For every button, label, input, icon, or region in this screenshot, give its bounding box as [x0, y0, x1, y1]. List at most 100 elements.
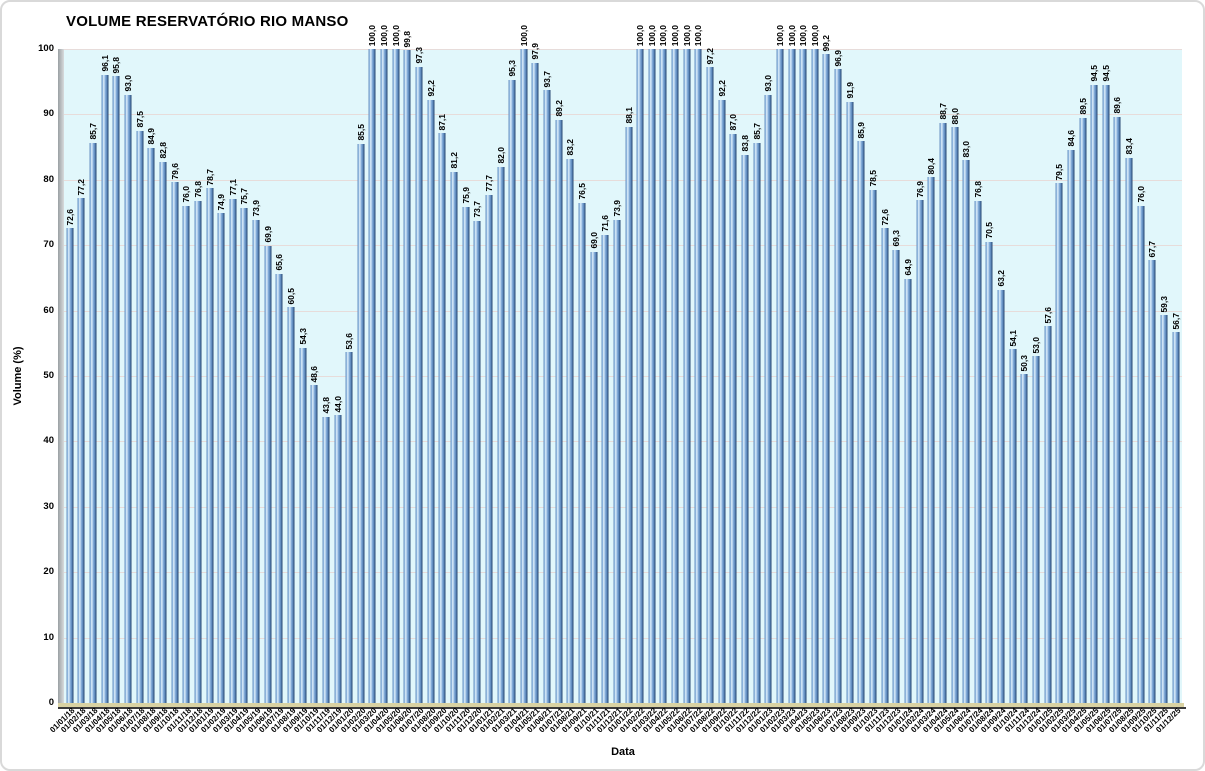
bar — [1125, 157, 1133, 703]
bar-value-label: 82,0 — [495, 147, 506, 164]
bar-value-label: 48,6 — [309, 365, 320, 383]
bar — [659, 49, 667, 703]
bar-value-label: 100,0 — [693, 24, 704, 46]
bar-slot: 75,9 01/11/20 — [444, 49, 472, 734]
chart-title: VOLUME RESERVATÓRIO RIO MANSO — [66, 13, 349, 30]
bar-value-label: 69,3 — [891, 230, 902, 247]
bar-slot: 82,8 01/09/18 — [141, 49, 169, 734]
bar-value-label: 100,0 — [646, 24, 657, 46]
bar-slot: 64,9 01/01/24 — [886, 49, 914, 734]
bar-slot: 70,5 01/08/24 — [967, 49, 995, 734]
bar-value-label: 79,5 — [1054, 163, 1065, 181]
bar — [741, 154, 749, 703]
bar-value-label: 96,1 — [99, 54, 110, 72]
bar-slot: 75,7 01/04/19 — [222, 49, 250, 734]
bar-value-label: 93,0 — [123, 75, 134, 92]
bar-slot: 73,9 01/12/21 — [595, 49, 623, 734]
y-tick-label: 40 — [43, 435, 54, 447]
bar-slot: 79,6 01/10/18 — [153, 49, 181, 735]
bar — [543, 90, 551, 703]
bar-slot: 100,0 01/02/23 — [758, 25, 786, 735]
bar-value-label: 100,0 — [635, 24, 646, 46]
bar-value-label: 82,8 — [157, 141, 168, 159]
bar-slot: 53,0 01/12/24 — [1014, 49, 1042, 735]
bar-slot: 96,1 01/04/18 — [83, 49, 111, 734]
y-tick-label: 90 — [43, 108, 54, 120]
bar-value-label: 100,0 — [379, 24, 390, 46]
bar-slot: 95,8 01/05/18 — [94, 49, 122, 734]
bar-slot: 100,0 01/02/22 — [618, 25, 646, 735]
bar-value-label: 63,2 — [996, 270, 1007, 287]
bar — [520, 49, 528, 703]
bar-value-label: 73,9 — [611, 200, 622, 217]
bar — [799, 49, 807, 703]
bar — [357, 143, 365, 703]
bar — [77, 198, 85, 703]
bar-slot: 63,2 01/09/24 — [979, 49, 1007, 734]
gridline — [64, 637, 1182, 639]
bar-value-label: 100,0 — [681, 24, 692, 46]
bar-slot: 54,1 01/10/24 — [991, 49, 1019, 735]
bar-value-label: 65,6 — [274, 254, 285, 271]
bar-slot: 80,4 01/03/24 — [909, 49, 937, 735]
bar — [1137, 205, 1145, 703]
bar — [1020, 374, 1028, 703]
bar-value-label: 89,2 — [553, 100, 564, 117]
bar — [892, 249, 900, 703]
bar-slot: 76,9 01/02/24 — [898, 49, 926, 735]
bar-slot: 65,6 01/07/19 — [257, 49, 285, 734]
bar-slot: 95,3 01/03/21 — [490, 49, 518, 734]
bar — [916, 200, 924, 703]
bar-value-label: 97,9 — [530, 43, 541, 60]
gridline — [64, 441, 1182, 443]
bar — [508, 79, 516, 703]
bar-value-label: 69,0 — [588, 232, 599, 249]
bar-slot: 56,7 01/12/25 — [1154, 49, 1182, 735]
bar-value-label: 92,2 — [716, 80, 727, 98]
bar-slot: 89,6 01/07/25 — [1095, 49, 1123, 734]
bar-slot: 100,0 01/07/22 — [676, 25, 704, 735]
bar — [171, 182, 179, 703]
bar — [450, 171, 458, 703]
gridline — [64, 49, 1182, 50]
bar — [485, 194, 493, 703]
bar — [136, 130, 144, 703]
bar — [264, 245, 272, 703]
bar — [299, 347, 307, 703]
bar — [985, 241, 993, 703]
bar-value-label: 97,2 — [705, 47, 716, 65]
bar-slot: 85,9 01/09/23 — [839, 49, 867, 735]
bar-value-label: 100,0 — [390, 24, 401, 46]
bar-slot: 73,9 01/05/19 — [234, 49, 262, 734]
plot-side-wall — [58, 49, 64, 707]
bar-slot: 93,7 01/06/21 — [525, 49, 553, 735]
bar-value-label: 64,9 — [902, 259, 913, 276]
bar-value-label: 83,8 — [739, 135, 750, 152]
bar-value-label: 83,2 — [565, 139, 576, 156]
bar-value-label: 76,8 — [192, 181, 203, 198]
bar-slot: 100,0 01/03/20 — [350, 25, 378, 735]
bar-value-label: 91,9 — [844, 82, 855, 99]
bar-slot: 85,5 01/02/20 — [339, 49, 367, 734]
bar-slot: 54,3 01/09/19 — [281, 49, 309, 734]
bar-value-label: 67,7 — [1147, 240, 1158, 258]
bar — [345, 352, 353, 703]
bar — [206, 188, 213, 703]
bar — [1113, 117, 1121, 703]
bar-slot: 92,2 01/08/20 — [409, 49, 437, 734]
bar-value-label: 100,0 — [518, 24, 529, 46]
bar — [1160, 315, 1168, 703]
y-tick-label: 50 — [43, 370, 54, 381]
bar-slot: 87,1 01/09/20 — [420, 49, 448, 735]
bar — [846, 101, 854, 703]
bar — [951, 127, 958, 703]
bar-value-label: 85,9 — [856, 121, 867, 139]
bar — [1102, 84, 1110, 703]
bar — [555, 119, 563, 703]
bar-slot: 100,0 01/03/22 — [630, 25, 658, 735]
bar — [322, 416, 330, 703]
bar-value-label: 84,6 — [1065, 130, 1076, 147]
bar-value-label: 77,7 — [483, 175, 494, 192]
bar — [89, 142, 97, 703]
bar-slot: 100,0 01/04/21 — [502, 25, 530, 735]
